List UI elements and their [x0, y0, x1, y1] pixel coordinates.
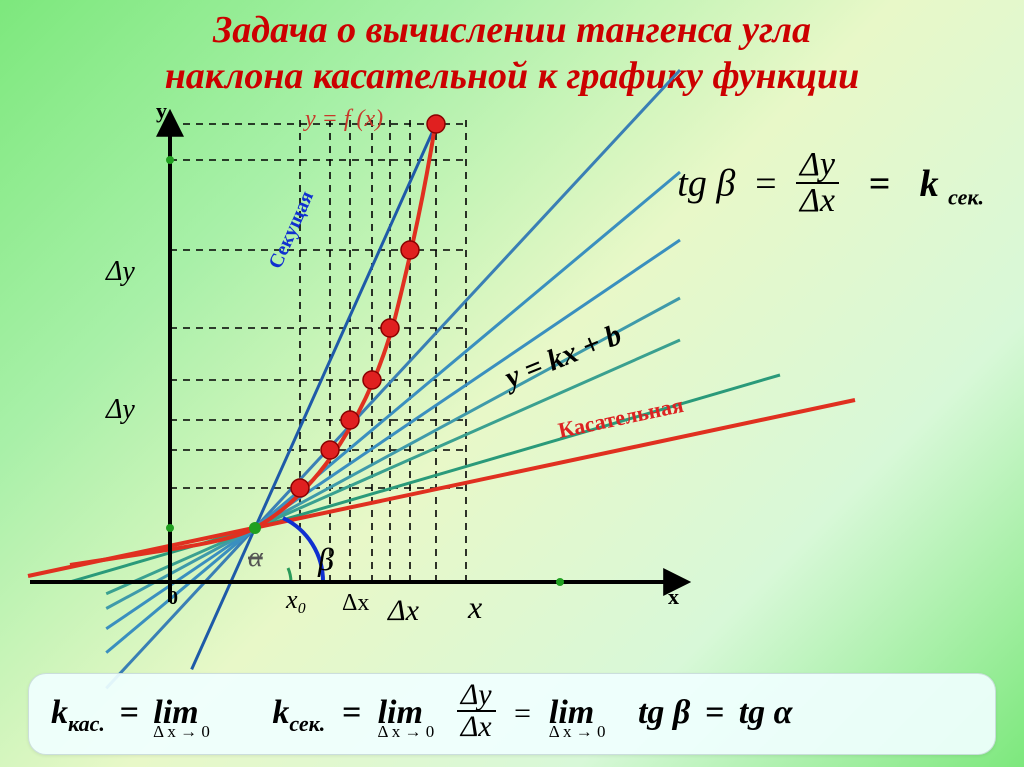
k-sek: k сек. [920, 163, 984, 205]
svg-text:Δx: Δx [342, 590, 369, 616]
equals2: = [848, 163, 910, 205]
page-title: Задача о вычислении тангенса угла наклон… [0, 0, 1024, 99]
title-line2: наклона касательной к графику функции [0, 54, 1024, 100]
svg-text:α: α [248, 542, 264, 573]
svg-text:0: 0 [168, 587, 178, 609]
equals: = [745, 163, 787, 205]
svg-text:y = kx + b: y = kx + b [497, 318, 626, 396]
svg-text:y: y [156, 98, 167, 123]
k-sek2: kсек. [272, 694, 333, 731]
title-line1: Задача о вычислении тангенса угла [0, 8, 1024, 54]
svg-text:x: x [668, 584, 679, 609]
tg-beta: tg β [677, 163, 735, 205]
fraction-dy-dx-2: Δy Δx [457, 680, 496, 742]
svg-text:x: x [467, 589, 482, 625]
svg-text:Δy: Δy [105, 256, 135, 287]
bottom-formula-box: kкас. = lim Δ x → 0 kсек. = lim Δ x → 0 … [28, 673, 996, 755]
svg-text:Касательная: Касательная [556, 392, 686, 443]
svg-text:β: β [317, 541, 334, 577]
svg-text:Секущая: Секущая [264, 188, 318, 272]
svg-text:Δx: Δx [387, 594, 420, 627]
top-formula: tg β = Δy Δx = k сек. [677, 152, 984, 222]
svg-text:y = f (x): y = f (x) [303, 106, 383, 132]
dy: Δy [796, 148, 839, 184]
dx: Δx [796, 184, 839, 218]
svg-text:Δy: Δy [105, 394, 135, 425]
svg-text:x₀: x₀ [285, 585, 307, 614]
k-kas: kкас. [51, 694, 113, 731]
fraction-dy-dx: Δy Δx [796, 148, 839, 218]
